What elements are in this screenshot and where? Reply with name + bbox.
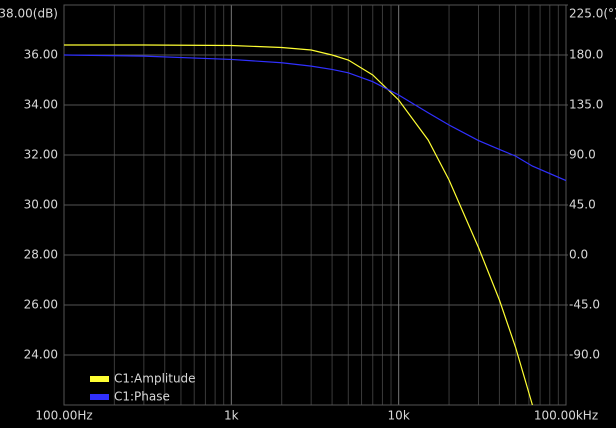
y-tick-label: 38.00(dB): [0, 7, 58, 21]
y-tick-label: 34.00: [24, 98, 58, 112]
y2-tick-label: -90.0: [569, 348, 600, 362]
y-tick-label: 24.00: [24, 348, 58, 362]
y2-tick-label: 135.0: [569, 98, 603, 112]
plot-area: [64, 44, 566, 405]
y2-tick-label: 45.0: [569, 198, 596, 212]
y-tick-label: 30.00: [24, 198, 58, 212]
plot-frame: [63, 4, 567, 406]
y-tick-label: 28.00: [24, 248, 58, 262]
x-tick-label: 100.00Hz: [35, 409, 92, 423]
y-tick-label: 32.00: [24, 148, 58, 162]
y2-tick-label: 90.0: [569, 148, 596, 162]
x-tick-label: 100.00kHz: [534, 409, 598, 423]
series-line: [64, 44, 533, 405]
series-line: [64, 54, 566, 182]
y2-tick-label: 0.0: [569, 248, 588, 262]
legend-swatch: [90, 394, 109, 400]
y2-tick-label: 180.0: [569, 48, 603, 62]
y-tick-label: 36.00: [24, 48, 58, 62]
legend-label: C1:Phase: [114, 390, 170, 404]
y2-tick-label: -45.0: [569, 298, 600, 312]
x-tick-label: 1k: [224, 409, 239, 423]
x-tick-label: 10k: [388, 409, 410, 423]
legend-label: C1:Amplitude: [114, 372, 196, 386]
y-tick-label: 26.00: [24, 298, 58, 312]
y2-tick-label: 225.0(°): [569, 7, 616, 21]
legend-swatch: [90, 376, 109, 382]
